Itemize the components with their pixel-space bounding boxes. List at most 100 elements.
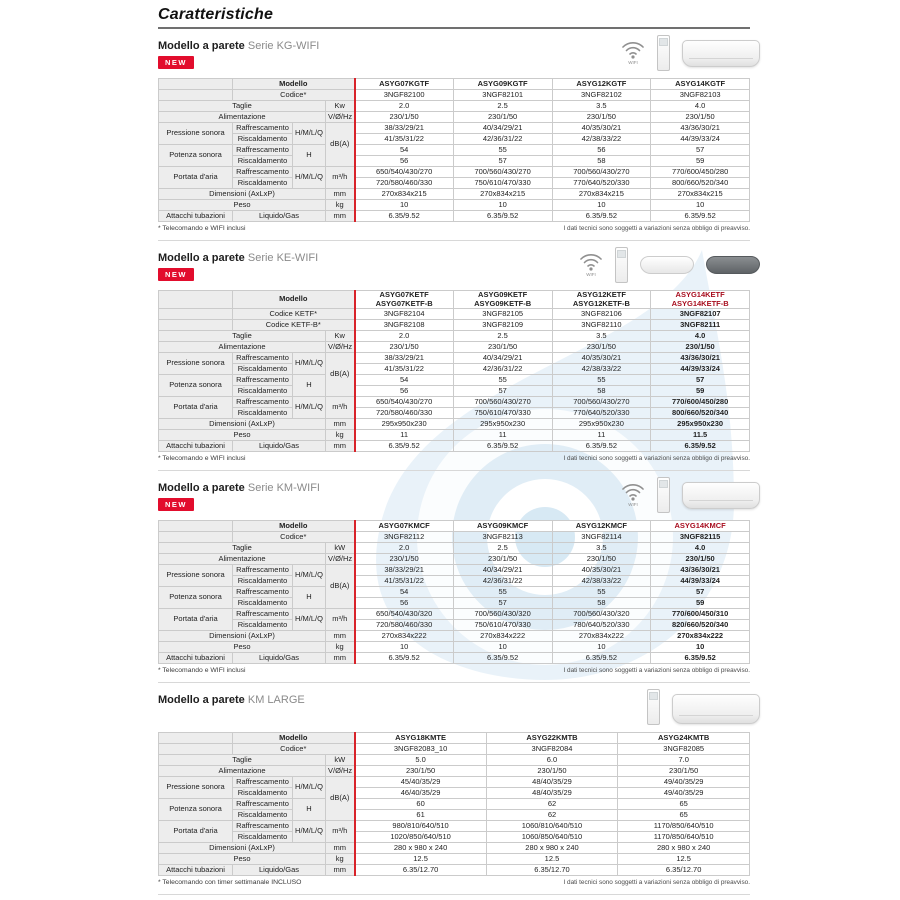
cell-value: 41/35/31/22	[353, 363, 454, 376]
cell-value: 55	[551, 374, 652, 387]
cell-value: 2.0	[353, 542, 454, 555]
cell-value: 11	[551, 429, 652, 442]
cell-value: 280 x 980 x 240	[353, 842, 487, 855]
cell-unit: mm	[325, 210, 355, 222]
cell-value: 750/610/470/330	[452, 619, 553, 632]
cell-value: 44/39/33/24	[650, 575, 750, 588]
wifi-label: WIFI	[586, 272, 596, 277]
cell-group: H/M/L/Q	[292, 820, 326, 844]
cell-unit: mm	[325, 630, 355, 643]
cell-code: 3NGF82111	[650, 319, 750, 332]
cell-sublabel: Riscaldamento	[232, 809, 293, 822]
section-header-km-large: Modello a parete KM LARGE	[158, 689, 760, 729]
cell-value: 650/540/430/270	[353, 166, 454, 178]
footnote: * Telecomando e WIFI inclusi	[158, 455, 246, 463]
cell-value: 46/40/35/29	[353, 787, 487, 800]
cell-value: 230/1/50	[353, 111, 454, 123]
cell-value: 38/33/29/21	[353, 564, 454, 577]
cell-sublabel: Raffrescamento	[232, 122, 293, 134]
cell-model: ASYG18KMTE	[353, 732, 487, 745]
cell-value: 770/600/450/310	[650, 608, 750, 621]
cell-value: 820/660/520/340	[650, 619, 750, 632]
indoor-unit-image	[682, 40, 760, 67]
cell-value: 1170/850/640/510	[617, 831, 750, 844]
cell-code: 3NGF82105	[452, 308, 553, 321]
cell-sublabel: Raffrescamento	[232, 820, 293, 833]
cell-group: H	[292, 144, 326, 167]
cell-model: ASYG24KMTB	[617, 732, 750, 745]
cell-label: Pressione sonora	[158, 776, 233, 800]
cell-sublabel: Raffrescamento	[232, 396, 293, 409]
cell-model: ASYG09KETF ASYG09KETF-B	[452, 289, 553, 310]
new-badge: NEW	[158, 498, 194, 511]
cell-unit: kW	[325, 754, 355, 767]
cell-sublabel: Riscaldamento	[232, 155, 293, 167]
cell-code: 3NGF82114	[551, 531, 652, 544]
cell-code: 3NGF82113	[452, 531, 553, 544]
cell-value: 295x950x230	[353, 418, 454, 431]
cell-unit: Kw	[325, 330, 355, 343]
cell-model: ASYG09KMCF	[452, 520, 553, 533]
cell-unit: mm	[325, 864, 355, 877]
wifi-icon: WIFI	[579, 247, 603, 277]
cell-sublabel: Liquido/Gas	[232, 864, 326, 877]
cell-value: 230/1/50	[551, 111, 652, 123]
cell-value: 6.35/12.70	[617, 864, 750, 877]
cell-label: Peso	[158, 641, 326, 654]
cell-value: 65	[617, 798, 750, 811]
cell-label: Portata d'aria	[158, 608, 233, 632]
corner-cell	[158, 89, 233, 101]
cell-value: 4.0	[650, 330, 750, 343]
cell-value: 6.35/9.52	[551, 652, 652, 665]
cell-unit: m³/h	[325, 396, 355, 420]
cell-unit: mm	[325, 188, 355, 200]
remote-control-image	[647, 689, 660, 726]
cell-sublabel: Raffrescamento	[232, 586, 293, 599]
cell-code: 3NGF82103	[650, 89, 750, 101]
cell-value: 56	[353, 597, 454, 610]
cell-label: Peso	[158, 199, 326, 211]
cell-unit: dB(A)	[325, 776, 355, 822]
cell-value: 230/1/50	[353, 341, 454, 354]
remote-control-image	[657, 477, 670, 514]
cell-value: 56	[353, 385, 454, 398]
cell-model: ASYG12KMCF	[551, 520, 652, 533]
cell-label: Alimentazione	[158, 341, 326, 354]
cell-value: 41/35/31/22	[353, 575, 454, 588]
cell-label: Portata d'aria	[158, 396, 233, 420]
cell-unit: mm	[325, 842, 355, 855]
cell-value: 54	[353, 144, 454, 156]
cell-value: 11	[452, 429, 553, 442]
cell-code: 3NGF82104	[353, 308, 454, 321]
cell-value: 57	[650, 586, 750, 599]
cell-value: 800/660/520/340	[650, 177, 750, 189]
cell-value: 60	[353, 798, 487, 811]
corner-cell	[158, 732, 233, 745]
indoor-unit-image	[672, 694, 760, 725]
cell-value: 295x950x230	[551, 418, 652, 431]
cell-unit: mm	[325, 652, 355, 665]
cell-value: 1170/850/640/510	[617, 820, 750, 833]
cell-value: 6.35/9.52	[452, 652, 553, 665]
cell-value: 41/35/31/22	[353, 133, 454, 145]
section-subtitle: Serie KE-WIFI	[247, 252, 319, 264]
cell-value: 40/34/29/21	[452, 564, 553, 577]
spec-table-ke-wifi: Modello ASYG07KETF ASYG07KETF-B ASYG09KET…	[158, 289, 750, 453]
unit-vent-slot	[689, 58, 753, 59]
cell-value: 6.0	[485, 754, 619, 767]
cell-unit: m³/h	[325, 820, 355, 844]
cell-value: 42/36/31/22	[452, 133, 553, 145]
cell-unit: kg	[325, 641, 355, 654]
section-subtitle: Serie KM-WIFI	[247, 482, 320, 495]
cell-value: 6.35/9.52	[353, 210, 454, 222]
corner-cell	[158, 78, 233, 90]
cell-value: 270x834x215	[650, 188, 750, 200]
cell-sublabel: Riscaldamento	[232, 385, 293, 398]
cell-sublabel: Raffrescamento	[232, 564, 293, 577]
cell-value: 1020/850/640/510	[353, 831, 487, 844]
cell-label: Peso	[158, 429, 326, 442]
cell-value: 3.5	[551, 542, 652, 555]
tech-note: I dati tecnici sono soggetti a variazion…	[563, 455, 750, 463]
cell-value: 10	[650, 199, 750, 211]
tech-note: I dati tecnici sono soggetti a variazion…	[563, 667, 750, 675]
